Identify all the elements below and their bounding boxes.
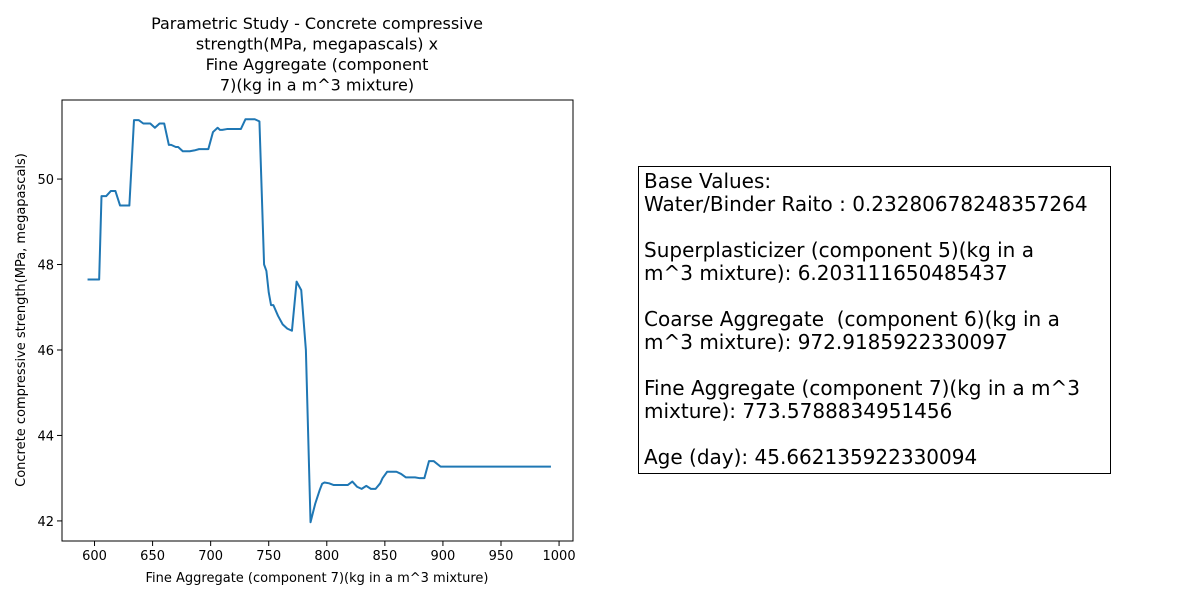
y-axis-label: Concrete compressive strength(MPa, megap… — [14, 153, 29, 487]
x-tick-label: 750 — [256, 549, 281, 564]
y-tick-label: 50 — [37, 173, 54, 188]
info-line: Superplasticizer (component 5)(kg in a — [644, 238, 1034, 262]
y-axis-ticks: 42 44 46 48 50 — [37, 173, 62, 530]
info-line: Base Values: — [644, 169, 772, 193]
x-tick-label: 900 — [431, 549, 456, 564]
info-line: Water/Binder Raito : 0.23280678248357264 — [644, 192, 1088, 216]
chart-title-line: strength(MPa, megapascals) x — [196, 35, 438, 54]
info-line: m^3 mixture): 972.9185922330097 — [644, 330, 1008, 354]
info-line: Coarse Aggregate (component 6)(kg in a — [644, 307, 1060, 331]
info-line: mixture): 773.5788834951456 — [644, 399, 953, 423]
info-spacer — [644, 285, 1105, 308]
x-tick-label: 650 — [140, 549, 165, 564]
x-tick-label: 600 — [82, 549, 107, 564]
x-tick-label: 1000 — [543, 549, 576, 564]
chart-title-line: Parametric Study - Concrete compressive — [151, 14, 483, 33]
y-tick-label: 46 — [37, 344, 54, 359]
base-values-box: Base Values: Water/Binder Raito : 0.23280… — [638, 166, 1111, 474]
info-spacer — [644, 354, 1105, 377]
x-axis-ticks: 600 650 700 750 800 850 900 950 1000 — [82, 541, 576, 564]
x-tick-label: 950 — [489, 549, 514, 564]
info-spacer — [644, 216, 1105, 239]
y-tick-label: 42 — [37, 515, 54, 530]
chart-title: Parametric Study - Concrete compressive s… — [151, 14, 483, 95]
y-tick-label: 44 — [37, 429, 54, 444]
info-line: Age (day): 45.662135922330094 — [644, 445, 978, 469]
chart-title-line: 7)(kg in a m^3 mixture) — [220, 76, 414, 95]
info-line: Fine Aggregate (component 7)(kg in a m^3 — [644, 376, 1080, 400]
series-line — [87, 118, 551, 524]
info-spacer — [644, 423, 1105, 446]
x-tick-label: 800 — [314, 549, 339, 564]
plot-area — [61, 99, 574, 542]
info-line: m^3 mixture): 6.203111650485437 — [644, 261, 1008, 285]
y-tick-label: 48 — [37, 259, 54, 274]
x-tick-label: 700 — [198, 549, 223, 564]
chart-title-line: Fine Aggregate (component — [206, 55, 429, 74]
plot-frame — [61, 99, 574, 542]
x-axis-label: Fine Aggregate (component 7)(kg in a m^3… — [146, 571, 489, 586]
x-tick-label: 850 — [372, 549, 397, 564]
